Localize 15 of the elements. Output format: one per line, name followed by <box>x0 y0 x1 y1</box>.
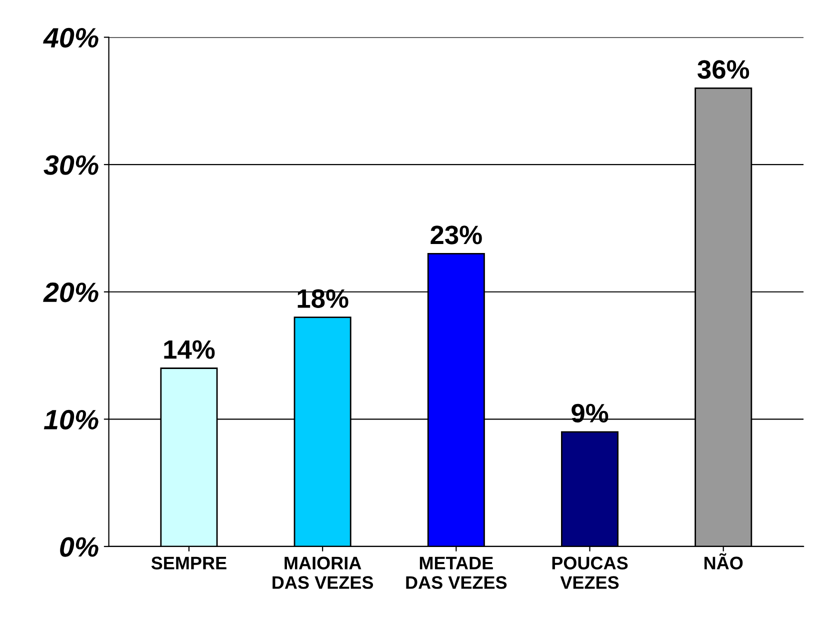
y-tick-label: 0% <box>60 537 98 557</box>
data-label: 14% <box>164 340 215 359</box>
y-tick-label: 40% <box>43 28 98 48</box>
y-tick-label: 20% <box>43 282 98 302</box>
x-tick-label: METADE DAS VEZES <box>406 556 507 589</box>
x-tick-label: SEMPRE <box>151 556 226 570</box>
data-label: 23% <box>430 226 482 244</box>
x-tick-label: NÃO <box>704 553 743 570</box>
data-label: 36% <box>698 60 750 79</box>
x-tick-label: POUCAS VEZES <box>552 556 628 589</box>
y-tick-label: 30% <box>44 155 98 175</box>
data-label: 9% <box>572 404 608 423</box>
y-tick-label: 10% <box>44 410 98 430</box>
x-tick-label: MAIORIA DAS VEZES <box>272 556 374 589</box>
data-label: 18% <box>298 289 348 308</box>
